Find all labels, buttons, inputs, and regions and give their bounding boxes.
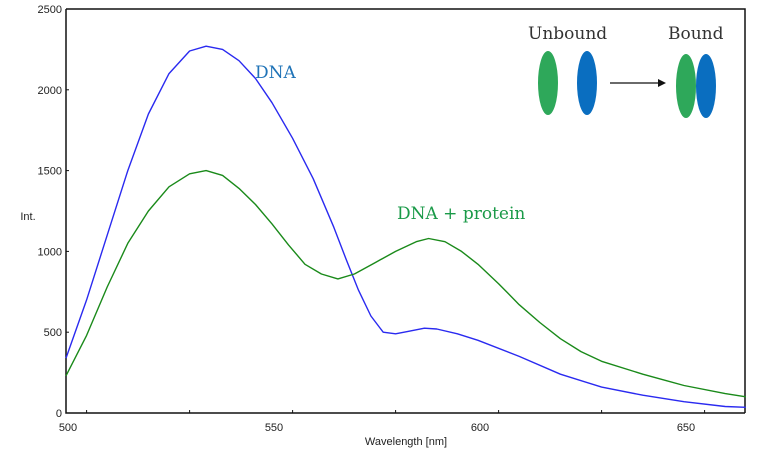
series-line-dna-protein <box>65 169 746 398</box>
binding-inset: Unbound Bound <box>528 24 724 118</box>
y-axis-label: Int. <box>20 211 35 223</box>
bound-label: Bound <box>668 24 724 44</box>
annotation-dna: DNA <box>255 63 297 83</box>
annotation-dna-protein: DNA + protein <box>397 204 525 224</box>
axes: 0 500 1000 1500 2000 2500 500 550 600 650 <box>38 4 746 434</box>
x-axis-label: Wavelength [nm] <box>365 436 447 448</box>
bound-blue-ellipse <box>696 54 716 118</box>
y-tick-label: 2500 <box>38 4 62 16</box>
series-line-dna <box>65 45 746 408</box>
unbound-blue-ellipse <box>577 51 597 115</box>
x-tick-label: 600 <box>471 422 489 434</box>
y-tick-label: 1000 <box>38 246 62 258</box>
x-tick-label: 500 <box>59 422 77 434</box>
bound-green-ellipse <box>676 54 696 118</box>
x-tick-label: 550 <box>265 422 283 434</box>
y-tick-label: 1500 <box>38 166 62 178</box>
y-tick-label: 500 <box>44 327 62 339</box>
x-tick-label: 650 <box>677 422 695 434</box>
unbound-green-ellipse <box>538 51 558 115</box>
unbound-label: Unbound <box>528 24 607 44</box>
arrow-head-icon <box>658 79 666 87</box>
y-tick-label: 2000 <box>38 85 62 97</box>
series-group <box>65 45 746 408</box>
y-tick-label: 0 <box>56 408 62 420</box>
